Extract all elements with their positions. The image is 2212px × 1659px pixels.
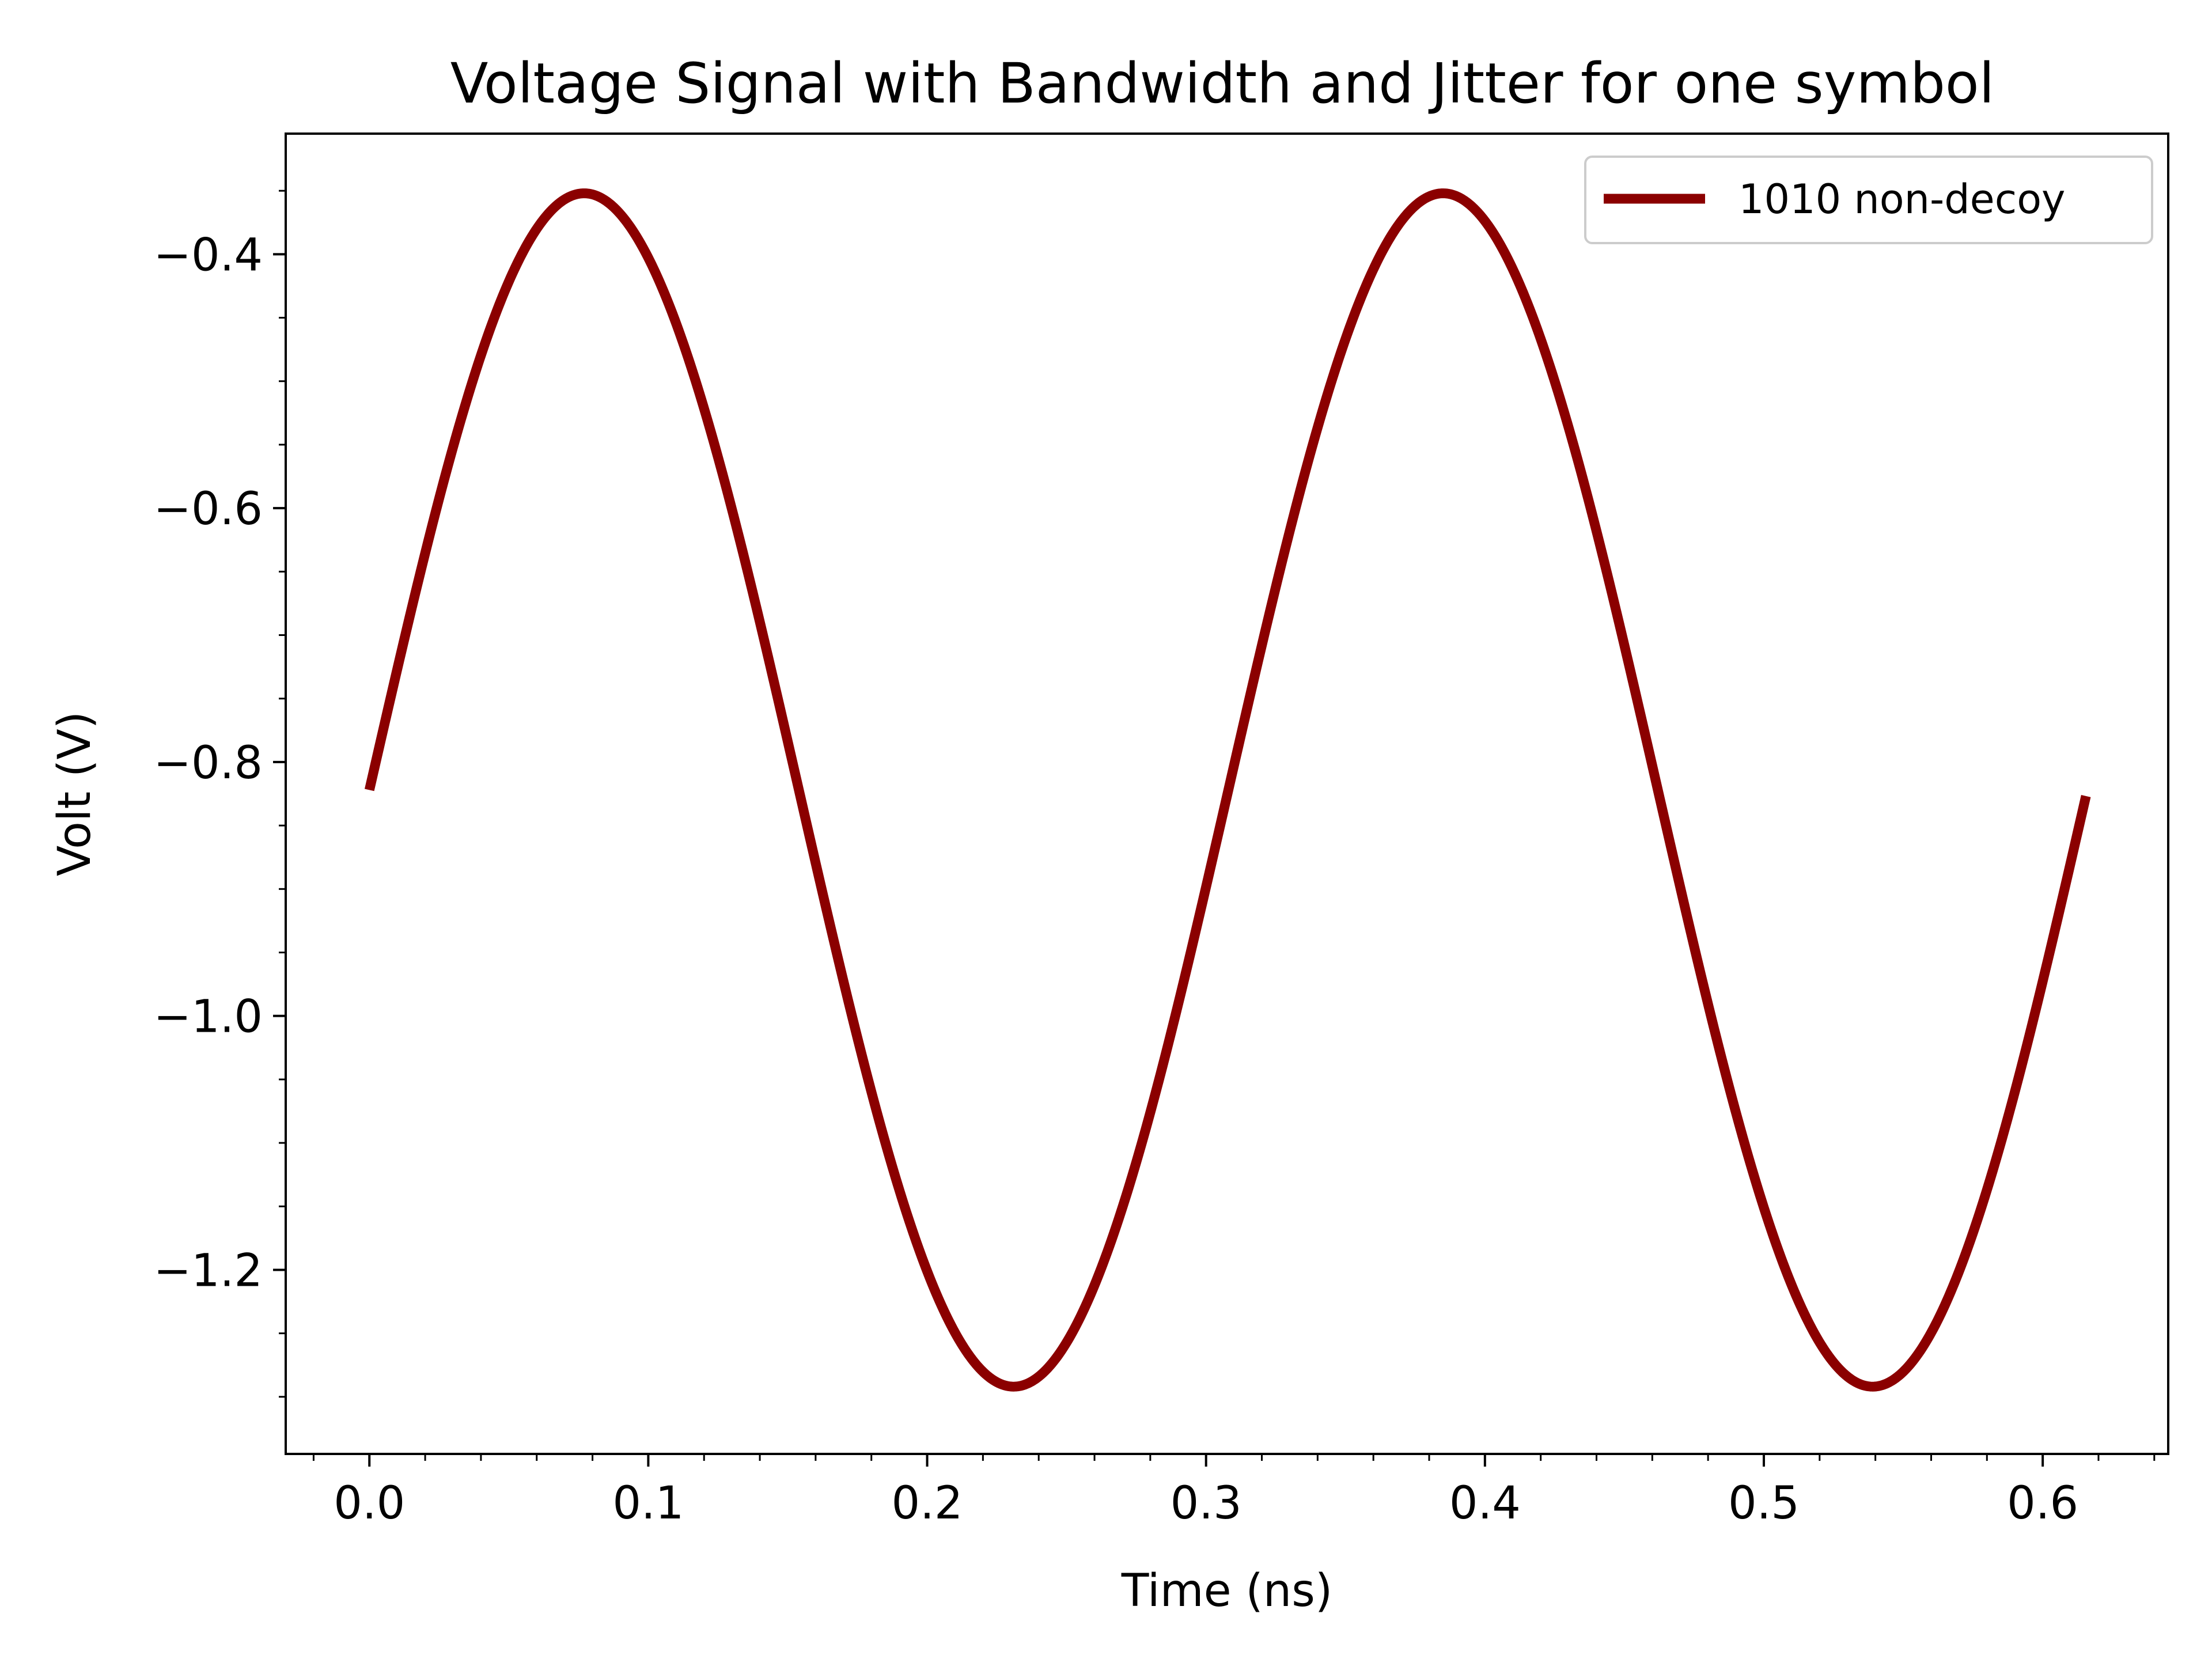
x-axis: 0.0 0.1 0.2 0.3 0.4 0.5 0.6: [312, 1454, 2156, 1529]
legend: 1010 non-decoy: [1584, 156, 2153, 244]
plot-area: [364, 188, 2091, 1392]
y-axis-label: Volt (V): [49, 711, 101, 876]
x-tick-label: 0.3: [1171, 1478, 1242, 1529]
axes-frame: [285, 132, 2169, 1455]
y-axis: −0.4 −0.6 −0.8 −1.0 −1.2: [154, 190, 286, 1398]
series-line-0: [364, 188, 2091, 1392]
x-tick-label: 0.2: [892, 1478, 963, 1529]
x-tick-label: 0.5: [1728, 1478, 1800, 1529]
y-tick-label: −1.2: [154, 1245, 263, 1297]
y-tick-label: −1.0: [154, 991, 263, 1043]
legend-box: [1584, 156, 2153, 244]
y-tick-label: −0.4: [154, 229, 263, 281]
y-tick-label: −0.8: [154, 737, 263, 789]
legend-label: 1010 non-decoy: [1738, 176, 2065, 223]
chart-title: Voltage Signal with Bandwidth and Jitter…: [450, 51, 1995, 116]
x-tick-label: 0.6: [2007, 1478, 2078, 1529]
x-axis-label: Time (ns): [1121, 1565, 1333, 1617]
x-tick-label: 0.0: [334, 1478, 405, 1529]
y-tick-label: −0.6: [154, 483, 263, 535]
x-tick-label: 0.4: [1449, 1478, 1521, 1529]
x-tick-label: 0.1: [612, 1478, 684, 1529]
